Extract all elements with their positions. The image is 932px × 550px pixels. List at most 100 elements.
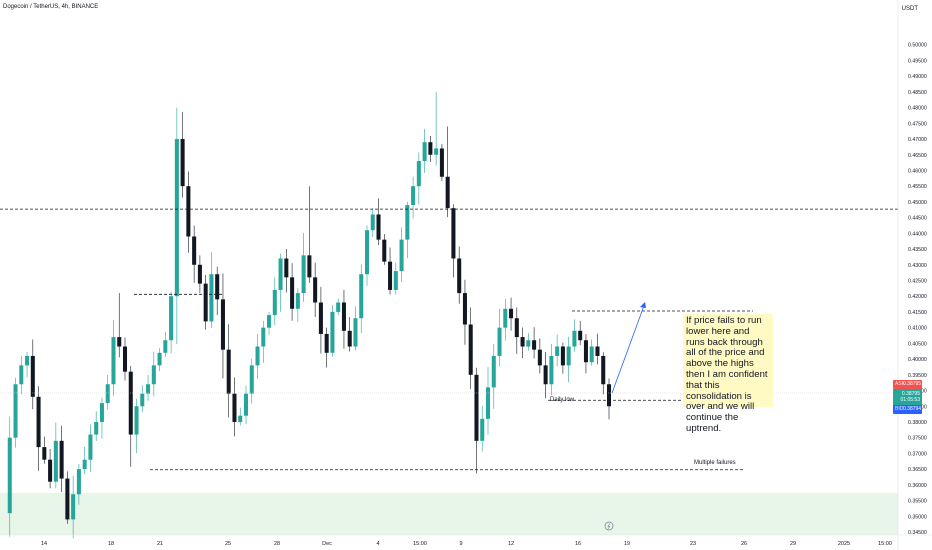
candle-body (359, 274, 364, 319)
y-tick-label: 0.36500 (908, 467, 927, 473)
candle-body (203, 283, 208, 322)
y-tick-label: 0.45500 (908, 184, 927, 190)
candle-body (462, 293, 467, 325)
x-tick-label: 15:00 (878, 541, 892, 547)
candle-body (428, 142, 433, 155)
candle-body (140, 393, 145, 407)
candle-body (42, 447, 47, 460)
candle-body (376, 214, 381, 240)
candle-body (555, 346, 560, 356)
x-tick-label: 25 (225, 541, 231, 547)
candle-body (572, 330, 577, 347)
candle-body (157, 352, 162, 366)
replay-icon[interactable] (604, 521, 614, 531)
candle-body (99, 403, 104, 422)
candle-body (445, 176, 450, 209)
candle-body (393, 271, 398, 290)
candle-body (589, 346, 594, 363)
candle-body (238, 415, 243, 422)
last-price-tag: 0.38795 01:05:53 (893, 389, 922, 406)
y-tick-label: 0.48000 (908, 106, 927, 112)
candle-body (36, 396, 41, 448)
candle-body (278, 258, 283, 290)
bid-label: BID (895, 406, 904, 412)
candle-body (313, 277, 318, 303)
x-tick-label: Dec (322, 541, 332, 547)
candle-body (595, 346, 600, 356)
x-tick-label: 19 (624, 541, 630, 547)
x-tick-label: 4 (376, 541, 379, 547)
candle-body (439, 148, 444, 177)
candle-body (399, 239, 404, 272)
candle-body (457, 258, 462, 294)
candle-body (249, 365, 254, 394)
ask-price-tag: ASK0.38795 (893, 380, 922, 389)
lightning-icon (607, 523, 611, 529)
support-zone (0, 493, 898, 535)
x-tick-label: 16 (575, 541, 581, 547)
candle-body (105, 384, 110, 404)
candle-body (543, 365, 548, 385)
candle-body (370, 214, 375, 231)
ask-label: ASK (895, 381, 906, 387)
y-tick-label: 0.42500 (908, 279, 927, 285)
candle-body (578, 330, 583, 341)
x-tick-label: 18 (108, 541, 114, 547)
candle-body (117, 337, 122, 347)
x-tick-label: 29 (790, 541, 796, 547)
candle-body (220, 299, 225, 350)
candle-body (284, 258, 289, 278)
time-axis[interactable]: 14 18 21 25 28 Dec 4 15:00 9 12 16 19 23 26 29 2025 15:0… (41, 541, 892, 547)
candle-body (71, 494, 76, 520)
candle-body (180, 139, 185, 187)
candle-body (347, 330, 352, 347)
candle-body (520, 337, 525, 347)
y-tick-label: 0.47000 (908, 137, 927, 143)
trade-note[interactable]: If price fails to run lower here and run… (683, 314, 773, 434)
candle-body (151, 365, 156, 385)
candle-body (94, 421, 99, 435)
candle-body (480, 418, 485, 441)
symbol-title[interactable]: Dogecoin / TetherUS, 4h, BINANCE (3, 4, 99, 10)
candle-body (295, 293, 300, 309)
candle-body (318, 302, 323, 334)
candle-body (526, 340, 531, 347)
candle-body (353, 318, 358, 347)
candle-body (209, 274, 214, 322)
candle-body (434, 148, 439, 155)
y-tick-label: 0.36000 (908, 483, 927, 489)
x-tick-label: 2025 (838, 541, 850, 547)
candle-body (197, 264, 202, 284)
y-tick-label: 0.39500 (908, 373, 927, 379)
candles (7, 91, 612, 539)
candle-body (163, 340, 168, 353)
y-tick-label: 0.49500 (908, 58, 927, 64)
y-tick-label: 0.44500 (908, 216, 927, 222)
multiple-failures-label: Multiple failures (694, 460, 736, 466)
y-tick-label: 0.34500 (908, 530, 927, 536)
candle-body (169, 296, 174, 341)
candle-body (601, 355, 606, 385)
price-axis[interactable]: 0.50000 0.49500 0.49000 0.48500 0.48000 0.475… (908, 43, 927, 536)
candle-body (549, 355, 554, 385)
candle-body (226, 349, 231, 394)
candle-body (243, 393, 249, 416)
candle-body (532, 340, 537, 350)
x-tick-label: 26 (741, 541, 747, 547)
candle-body (7, 437, 12, 514)
quote-currency: USDT (901, 6, 918, 12)
candle-body (560, 346, 565, 366)
candle-body (88, 434, 93, 460)
candle-body (82, 459, 87, 470)
candle-body (192, 236, 197, 265)
candle-body (606, 384, 612, 407)
y-tick-label: 0.38000 (908, 420, 927, 426)
candle-body (76, 469, 81, 495)
candle-body (324, 333, 329, 353)
y-tick-label: 0.37000 (908, 451, 927, 457)
y-tick-label: 0.45000 (908, 200, 927, 206)
candle-body (301, 255, 306, 294)
candle-body (468, 324, 473, 375)
x-tick-label: 9 (459, 541, 462, 547)
